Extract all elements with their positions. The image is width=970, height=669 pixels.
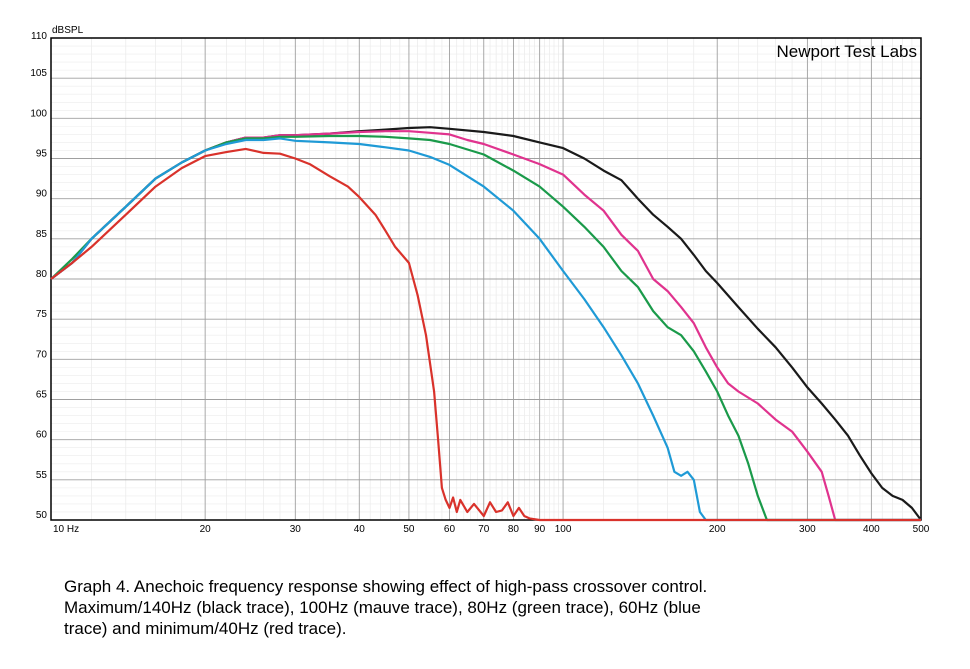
x-tick-label: 80	[508, 524, 520, 535]
x-tick-label: 60	[444, 524, 456, 535]
series-trace	[50, 137, 921, 522]
y-axis-tick-labels: 110 105 100 95 90 85 80 75 70 65 60 55 50	[30, 31, 47, 521]
y-tick-label: 65	[36, 390, 48, 401]
x-tick-label: 20	[200, 524, 212, 535]
caption-line: Graph 4. Anechoic frequency response sho…	[64, 577, 708, 596]
y-tick-label: 100	[30, 108, 47, 119]
x-tick-label: 30	[290, 524, 302, 535]
x-tick-label: 100	[555, 524, 572, 535]
y-tick-label: 55	[36, 470, 48, 481]
x-axis-tick-labels: 10 Hz 20 30 40 50 60 70 80 90 100 200 300 400 500	[53, 524, 930, 535]
y-tick-label: 70	[36, 349, 48, 360]
y-tick-label: 50	[36, 510, 48, 521]
series-trace	[50, 147, 921, 522]
y-tick-label: 75	[36, 309, 48, 320]
y-tick-label: 110	[31, 31, 47, 42]
y-tick-label: 95	[36, 149, 48, 160]
y-tick-label: 85	[36, 229, 48, 240]
y-tick-label: 105	[30, 68, 47, 79]
y-tick-label: 60	[36, 430, 48, 441]
caption-line: trace) and minimum/40Hz (red trace).	[64, 619, 347, 638]
x-tick-label: 400	[863, 524, 880, 535]
y-tick-label: 90	[36, 189, 48, 200]
y-tick-label: 80	[36, 269, 48, 280]
x-tick-label: 300	[799, 524, 816, 535]
x-tick-label: 500	[913, 524, 930, 535]
frequency-response-chart: 110 105 100 95 90 85 80 75 70 65 60 55 50 10 Hz 20 30 4…	[30, 25, 930, 535]
brand-watermark: Newport Test Labs	[777, 42, 917, 61]
x-tick-label: 50	[403, 524, 415, 535]
x-tick-label: 70	[478, 524, 490, 535]
y-axis-label: dBSPL	[52, 25, 84, 36]
traces	[50, 126, 922, 522]
x-tick-label: 90	[534, 524, 546, 535]
figure-caption: Graph 4. Anechoic frequency response sho…	[64, 576, 944, 639]
x-tick-label: 40	[354, 524, 366, 535]
x-tick-label: 10 Hz	[53, 524, 79, 535]
caption-line: Maximum/140Hz (black trace), 100Hz (mauv…	[64, 598, 701, 617]
x-tick-label: 200	[709, 524, 726, 535]
